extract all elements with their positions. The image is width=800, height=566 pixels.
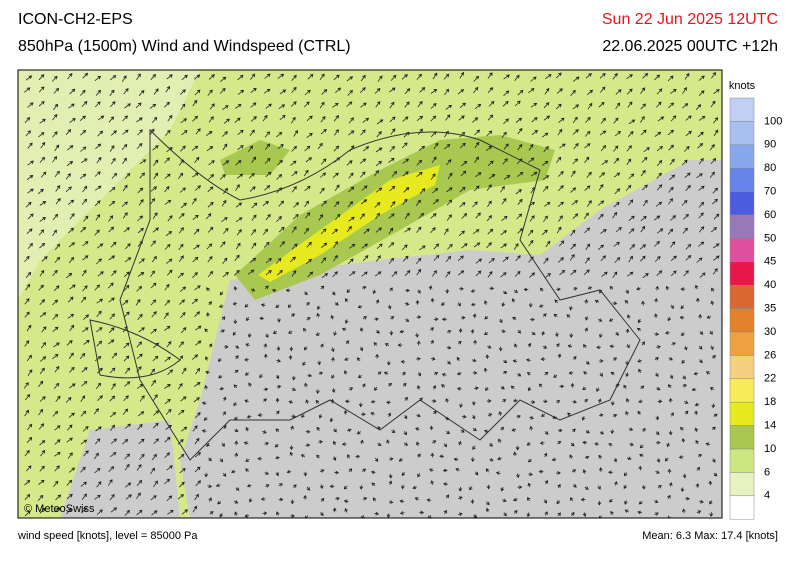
colorbar-swatch — [729, 121, 755, 146]
colorbar-swatch — [729, 261, 755, 286]
colorbar-label: 26 — [764, 349, 776, 361]
footer-stats: Mean: 6.3 Max: 17.4 [knots] — [642, 530, 778, 542]
country-border — [119, 128, 641, 461]
copyright: © MeteoSwiss — [24, 503, 95, 515]
lake-outline — [89, 319, 181, 379]
colorbar-swatch — [729, 167, 755, 192]
colorbar-swatch — [729, 448, 755, 473]
colorbar-swatch — [729, 401, 755, 426]
colorbar-label: 50 — [764, 232, 776, 244]
colorbar-swatch — [729, 378, 755, 403]
map-frame — [17, 69, 723, 519]
colorbar-label: 14 — [764, 420, 776, 432]
colorbar-swatch — [729, 472, 755, 497]
terrain-mask — [180, 175, 722, 518]
terrain-mask — [60, 420, 180, 518]
colorbar-label: 45 — [764, 256, 776, 268]
colorbar-swatch — [729, 355, 755, 380]
colorbar-swatch — [729, 97, 755, 122]
run-time: 22.06.2025 00UTC +12h — [602, 38, 778, 55]
colorbar-label: 60 — [764, 209, 776, 221]
colorbar-swatch — [729, 308, 755, 333]
colorbar-label: 70 — [764, 186, 776, 198]
colorbar-swatch — [729, 425, 755, 450]
colorbar-swatch — [729, 214, 755, 239]
colorbar-label: 6 — [764, 466, 770, 478]
wind-arrows — [23, 71, 720, 518]
colorbar-swatch — [729, 144, 755, 169]
stronger-wind-band — [235, 135, 555, 300]
arrow-field — [23, 71, 720, 518]
colorbar-swatch — [729, 284, 755, 309]
legend-unit: knots — [729, 80, 756, 92]
colorbar-label: 30 — [764, 326, 776, 338]
colorbar-label: 22 — [764, 373, 776, 385]
colorbar-swatch — [729, 191, 755, 216]
colorbar-label: 4 — [764, 490, 770, 502]
colorbar-label: 40 — [764, 279, 776, 291]
light-wind-area — [18, 70, 200, 300]
map: © MeteoSwiss — [17, 69, 723, 519]
colorbar-swatch — [729, 331, 755, 356]
colorbar-swatch — [729, 238, 755, 263]
valid-time: Sun 22 Jun 2025 12UTC — [602, 11, 778, 28]
colorbar: 100 90 80 70 60 50 45 40 35 30 26 22 18 14 10 6 4 — [729, 97, 782, 520]
colorbar-label: 18 — [764, 396, 776, 408]
colorbar-label: 90 — [764, 139, 776, 151]
model-title: ICON-CH2-EPS — [18, 11, 133, 28]
colorbar-swatch — [729, 495, 755, 520]
colorbar-label: 10 — [764, 443, 776, 455]
strongest-wind-band — [258, 165, 440, 282]
colorbar-label: 100 — [764, 115, 782, 127]
field-title: 850hPa (1500m) Wind and Windspeed (CTRL) — [18, 38, 351, 55]
colorbar-label: 35 — [764, 303, 776, 315]
colorbar-label: 80 — [764, 162, 776, 174]
footer-left: wind speed [knots], level = 85000 Pa — [17, 530, 198, 542]
